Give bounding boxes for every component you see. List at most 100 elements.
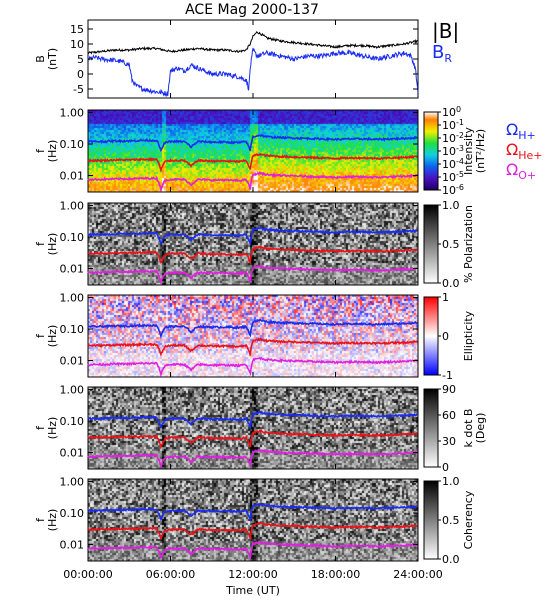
y-tick-label: 1.00 [60, 383, 85, 396]
y-tick-label: 0.01 [60, 263, 85, 276]
legend-he-plus: ΩHe+ [506, 140, 543, 162]
colorbar-tick-label: 30 [442, 435, 456, 448]
y-tick-label: 0 [77, 68, 84, 81]
y-axis-label-line: f [34, 517, 47, 522]
colorbar-tick-label: 1.0 [442, 199, 460, 212]
x-tick-label: 06:00:00 [146, 568, 195, 581]
h-plus-gyrofreq-line [87, 226, 418, 247]
colorbar-tick-label: 0.0 [442, 277, 460, 290]
y-axis-label: f(Hz) [34, 417, 59, 440]
y-tick-label: 0.01 [60, 355, 85, 368]
colorbar-tick-label: 0 [442, 461, 449, 474]
y-axis-label-line: f [34, 148, 47, 153]
y-tick-label: 1.00 [60, 291, 85, 304]
y-tick-label: 0.10 [60, 507, 85, 520]
colorbar-tick-label: 10-1 [442, 118, 464, 132]
series-line-b-r [87, 47, 419, 98]
he-plus-gyrofreq-line [87, 337, 418, 357]
y-tick-label: 0.10 [60, 231, 85, 244]
y-axis-label-line: (Hz) [46, 325, 59, 348]
colorbar-tick-label: -1 [442, 369, 453, 382]
colorbar-label: Intensity(nT²/Hz) [462, 127, 487, 175]
y-tick-label: 0.10 [60, 138, 85, 151]
colorbar [423, 296, 439, 376]
colorbar-tick-label: 10-3 [442, 144, 464, 158]
y-axis-label: f(Hz) [34, 140, 59, 163]
x-tick-label: 00:00:00 [63, 568, 112, 581]
he-plus-gyrofreq-line [87, 429, 418, 450]
colorbar [423, 388, 439, 468]
colorbar-tick-label: 0.5 [442, 514, 460, 527]
he-plus-gyrofreq-line [87, 521, 418, 542]
colorbar-tick-label: 100 [442, 105, 461, 119]
y-axis-label-line: (Hz) [46, 140, 59, 163]
colorbar-tick-label: 0 [442, 330, 449, 343]
y-tick-label: 1.00 [60, 199, 85, 212]
y-axis-label-line: (Hz) [46, 509, 59, 532]
x-axis-label: Time (UT) [225, 584, 280, 597]
colorbar [423, 480, 439, 560]
h-plus-gyrofreq-line [87, 410, 418, 431]
x-tick-label: 18:00:00 [311, 568, 360, 581]
o-plus-gyrofreq-line [87, 540, 419, 561]
colorbar-tick-label: 0.0 [442, 553, 460, 566]
y-axis-label-line: f [34, 425, 47, 430]
line-panel-frame [87, 19, 419, 99]
colorbar-label: Ellipticity [462, 310, 475, 361]
y-tick-label: 0.01 [60, 539, 85, 552]
y-axis-label: B(nT) [34, 48, 59, 70]
y-axis-label: f(Hz) [34, 233, 59, 256]
y-tick-label: 0.10 [60, 323, 85, 336]
spectrogram-image [88, 203, 418, 285]
y-tick-label: 5 [77, 53, 84, 66]
colorbar-tick-label: 10-2 [442, 131, 464, 145]
y-axis-label: f(Hz) [34, 509, 59, 532]
o-plus-gyrofreq-line [87, 356, 418, 378]
colorbar-tick-label: 0.5 [442, 238, 460, 251]
colorbar-label: k dot B(Deg) [462, 409, 487, 448]
legend-h-plus: ΩH+ [506, 120, 536, 142]
h-plus-gyrofreq-line [87, 502, 418, 523]
y-tick-label: -5 [73, 83, 84, 96]
y-tick-label: 15 [70, 23, 84, 36]
y-tick-label: 0.01 [60, 170, 85, 183]
o-plus-gyrofreq-line [87, 448, 418, 469]
y-axis-label-line: f [34, 241, 47, 246]
colorbar [423, 204, 439, 284]
y-axis-label-line: B [34, 55, 47, 63]
o-plus-gyrofreq-line [87, 170, 418, 193]
y-axis-label-line: (Hz) [46, 417, 59, 440]
x-tick-label: 24:00:00 [393, 568, 442, 581]
spectrogram-image [88, 295, 418, 377]
spectrogram-image [88, 110, 418, 192]
y-axis-label-line: f [34, 333, 47, 338]
y-axis-label-line: (Hz) [46, 233, 59, 256]
h-plus-gyrofreq-line [87, 318, 418, 339]
y-tick-label: 10 [70, 38, 84, 51]
chart-title: ACE Mag 2000-137 [185, 2, 319, 18]
colorbar-tick-label: 1.0 [442, 475, 460, 488]
y-axis-label: f(Hz) [34, 325, 59, 348]
x-tick-label: 12:00:00 [228, 568, 277, 581]
y-tick-label: 0.10 [60, 415, 85, 428]
y-tick-label: 1.00 [60, 475, 85, 488]
legend-b-r: BR [432, 42, 452, 65]
colorbar-label: Coherency [462, 490, 475, 549]
series-line-b-total [87, 30, 419, 55]
colorbar-label: % Polarization [462, 205, 475, 283]
he-plus-gyrofreq-line [88, 152, 418, 173]
h-plus-gyrofreq-line [87, 133, 418, 153]
colorbar-tick-label: 10-4 [442, 157, 464, 171]
colorbar [423, 111, 439, 191]
he-plus-gyrofreq-line [87, 245, 418, 265]
legend-b-total: |B| [432, 19, 459, 43]
colorbar-tick-label: 10-5 [442, 170, 464, 184]
y-tick-label: 1.00 [60, 106, 85, 119]
y-axis-label-line: (nT) [46, 48, 59, 70]
o-plus-gyrofreq-line [87, 263, 418, 286]
colorbar-tick-label: 90 [442, 383, 456, 396]
colorbar-tick-label: 60 [442, 409, 456, 422]
y-tick-label: 0.01 [60, 447, 85, 460]
legend-o-plus: ΩO+ [506, 160, 536, 182]
